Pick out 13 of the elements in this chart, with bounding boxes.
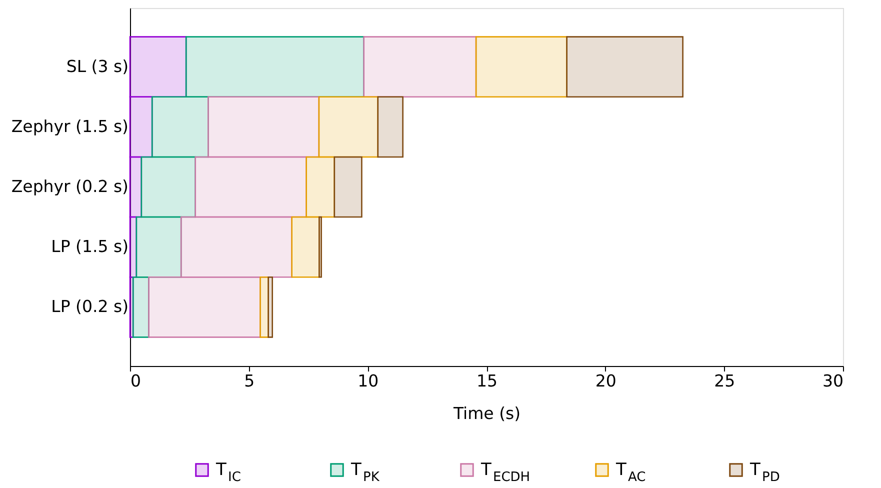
x-tick-label: 10 xyxy=(358,372,379,390)
y-tick-label: Zephyr (1.5 s) xyxy=(11,116,128,136)
y-tick-label: SL (3 s) xyxy=(66,56,128,76)
y-tick-label: Zephyr (0.2 s) xyxy=(11,177,128,196)
y-tick-label: LP (0.2 s) xyxy=(51,297,128,316)
x-tick-label: 25 xyxy=(714,372,736,390)
x-tick-label: 20 xyxy=(595,372,616,390)
x-tick-label: 30 xyxy=(822,372,844,390)
x-tick-label: 5 xyxy=(244,372,255,390)
y-tick-label: LP (1.5 s) xyxy=(51,237,128,256)
x-tick-label: 0 xyxy=(130,372,141,390)
x-tick-label: 15 xyxy=(476,372,498,390)
x-axis-title: Time (s) xyxy=(452,404,521,423)
